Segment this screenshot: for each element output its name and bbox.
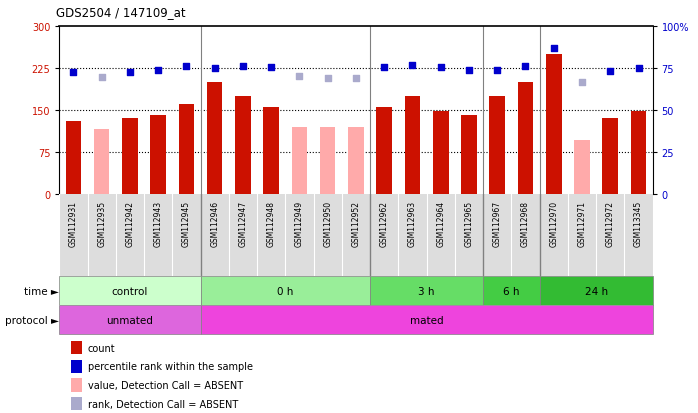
Text: GSM112946: GSM112946 [210,201,219,247]
Text: 3 h: 3 h [418,286,435,296]
Text: GSM112935: GSM112935 [97,201,106,247]
Text: GSM112963: GSM112963 [408,201,417,247]
Point [68,69,79,76]
Bar [433,112,449,194]
Text: GSM113345: GSM113345 [634,201,643,247]
Text: GSM112971: GSM112971 [577,201,586,247]
Text: unmated: unmated [107,315,154,325]
Text: GSM112952: GSM112952 [352,201,360,247]
Text: GSM112964: GSM112964 [436,201,445,247]
Point [209,65,221,72]
Bar [207,83,223,194]
Point [463,67,475,74]
Point [378,65,389,71]
Point [407,62,418,69]
Bar [66,121,81,194]
Point [350,76,362,82]
Point [153,67,164,74]
Bar [489,97,505,194]
Bar [405,97,420,194]
Bar [574,141,590,194]
Point [491,67,503,74]
Bar [94,130,110,194]
Text: 24 h: 24 h [584,286,608,296]
Text: value, Detection Call = ABSENT: value, Detection Call = ABSENT [88,380,243,390]
Bar [151,116,166,194]
Bar [602,119,618,194]
Point [322,76,334,82]
Text: GSM112970: GSM112970 [549,201,558,247]
Text: GSM112945: GSM112945 [182,201,191,247]
Bar [59,277,200,306]
Text: GSM112949: GSM112949 [295,201,304,247]
Bar [71,360,82,373]
Bar [200,306,653,335]
Bar [200,277,370,306]
Bar [631,112,646,194]
Text: percentile rank within the sample: percentile rank within the sample [88,361,253,371]
Text: GSM112948: GSM112948 [267,201,276,247]
Bar [71,378,82,392]
Text: GSM112967: GSM112967 [493,201,502,247]
Point [548,46,559,52]
Bar [71,397,82,411]
Bar [235,97,251,194]
Point [435,65,446,71]
Bar [348,127,364,194]
Point [237,64,248,70]
Point [633,65,644,72]
Text: 6 h: 6 h [503,286,519,296]
Point [124,69,135,76]
Bar [122,119,138,194]
Text: GSM112965: GSM112965 [464,201,473,247]
Bar [546,55,561,194]
Point [520,64,531,70]
Bar [292,127,307,194]
Point [294,74,305,80]
Point [577,79,588,86]
Text: GSM112968: GSM112968 [521,201,530,247]
Bar [59,306,200,335]
Text: 0 h: 0 h [277,286,294,296]
Text: time ►: time ► [24,286,59,296]
Bar [540,277,653,306]
Bar [71,341,82,355]
Text: control: control [112,286,148,296]
Text: GDS2504 / 147109_at: GDS2504 / 147109_at [56,6,186,19]
Bar [461,116,477,194]
Bar [518,83,533,194]
Text: GSM112947: GSM112947 [239,201,248,247]
Text: GSM112931: GSM112931 [69,201,78,247]
Text: GSM112943: GSM112943 [154,201,163,247]
Text: GSM112972: GSM112972 [606,201,615,247]
Bar [179,105,194,194]
Point [96,75,107,81]
Bar [483,277,540,306]
Text: GSM112962: GSM112962 [380,201,389,247]
Text: GSM112942: GSM112942 [126,201,135,247]
Text: rank, Detection Call = ABSENT: rank, Detection Call = ABSENT [88,399,238,408]
Bar [370,277,483,306]
Point [266,65,277,71]
Point [181,64,192,70]
Text: mated: mated [410,315,443,325]
Point [604,68,616,75]
Bar [263,108,279,194]
Text: protocol ►: protocol ► [6,315,59,325]
Text: GSM112950: GSM112950 [323,201,332,247]
Text: count: count [88,343,115,353]
Bar [376,108,392,194]
Bar [320,127,336,194]
